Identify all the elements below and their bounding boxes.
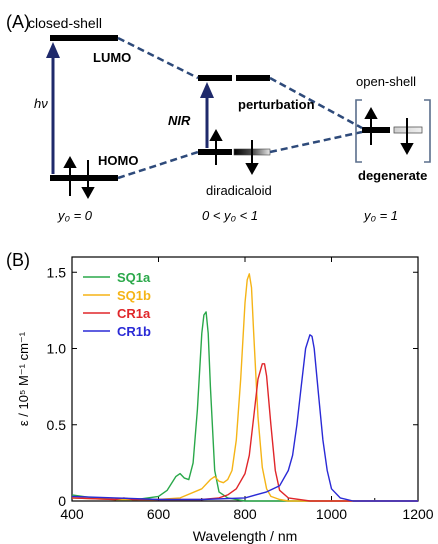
series-line-sq1b [71, 273, 418, 502]
perturbation-label: perturbation [238, 97, 315, 112]
dash-mid-to-degenerate-bottom [269, 130, 363, 154]
legend: SQ1a SQ1b CR1a CR1b [83, 270, 151, 339]
spin-arrows-diradicaloid [209, 128, 259, 176]
open-shell-bracket-left [355, 99, 362, 163]
lumo-label: LUMO [93, 50, 131, 65]
lumo-level-closed [50, 35, 118, 41]
y-tick-label: 1.5 [47, 264, 67, 280]
legend-label: CR1a [117, 306, 151, 321]
diradicaloid-label: diradicaloid [206, 183, 272, 198]
legend-label: CR1b [117, 324, 151, 339]
homo-label: HOMO [98, 153, 138, 168]
homo-level-closed [50, 175, 118, 181]
y-tick-label: 0 [58, 493, 66, 509]
x-tick-label: 800 [233, 506, 257, 522]
degenerate-level-left [362, 127, 390, 133]
x-tick-label: 400 [60, 506, 84, 522]
nir-arrow-head [200, 82, 214, 98]
series-layer [71, 273, 418, 502]
panel-b: (B) 400 600 800 1000 1200 0 0.5 1.0 1.5 SQ1a SQ1b… [6, 250, 434, 544]
y0-left-label: y₀ = 0 [57, 208, 93, 223]
axes-layer: 400 600 800 1000 1200 0 0.5 1.0 1.5 [47, 257, 434, 522]
x-axis-label: Wavelength / nm [193, 528, 298, 544]
y0-right-label: y₀ = 1 [363, 208, 398, 223]
dash-lumo-to-mid [117, 36, 199, 80]
y0-mid-label: 0 < y₀ < 1 [202, 208, 258, 223]
nir-label: NIR [168, 113, 191, 128]
open-shell-bracket-right [424, 99, 431, 163]
spin-arrows-homo [63, 155, 95, 200]
mid-level-upper-left [198, 75, 232, 81]
y-axis-label: ε / 10⁵ M⁻¹ cm⁻¹ [16, 331, 31, 426]
hv-label: hν [34, 96, 48, 111]
closed-shell-label: closed-shell [28, 15, 102, 31]
series-line-cr1a [71, 363, 418, 502]
series-line-cr1b [71, 334, 418, 502]
degenerate-label: degenerate [358, 168, 427, 183]
panel-b-label: (B) [6, 250, 30, 270]
x-tick-label: 1200 [402, 506, 433, 522]
y-tick-label: 1.0 [47, 341, 67, 357]
panel-a: (A) closed-shell [6, 12, 431, 223]
panel-a-label: (A) [6, 12, 30, 32]
x-tick-label: 1000 [316, 506, 347, 522]
mid-level-upper-right [236, 75, 270, 81]
spin-arrows-degenerate [364, 106, 414, 156]
legend-label: SQ1a [117, 270, 151, 285]
series-line-sq1a [71, 311, 418, 502]
x-tick-label: 600 [147, 506, 171, 522]
legend-label: SQ1b [117, 288, 151, 303]
y-tick-label: 0.5 [47, 417, 67, 433]
dash-homo-to-mid [117, 150, 199, 180]
dash-mid-to-degenerate-top [269, 76, 363, 130]
open-shell-label: open-shell [356, 74, 416, 89]
hv-arrow-head [46, 42, 60, 58]
